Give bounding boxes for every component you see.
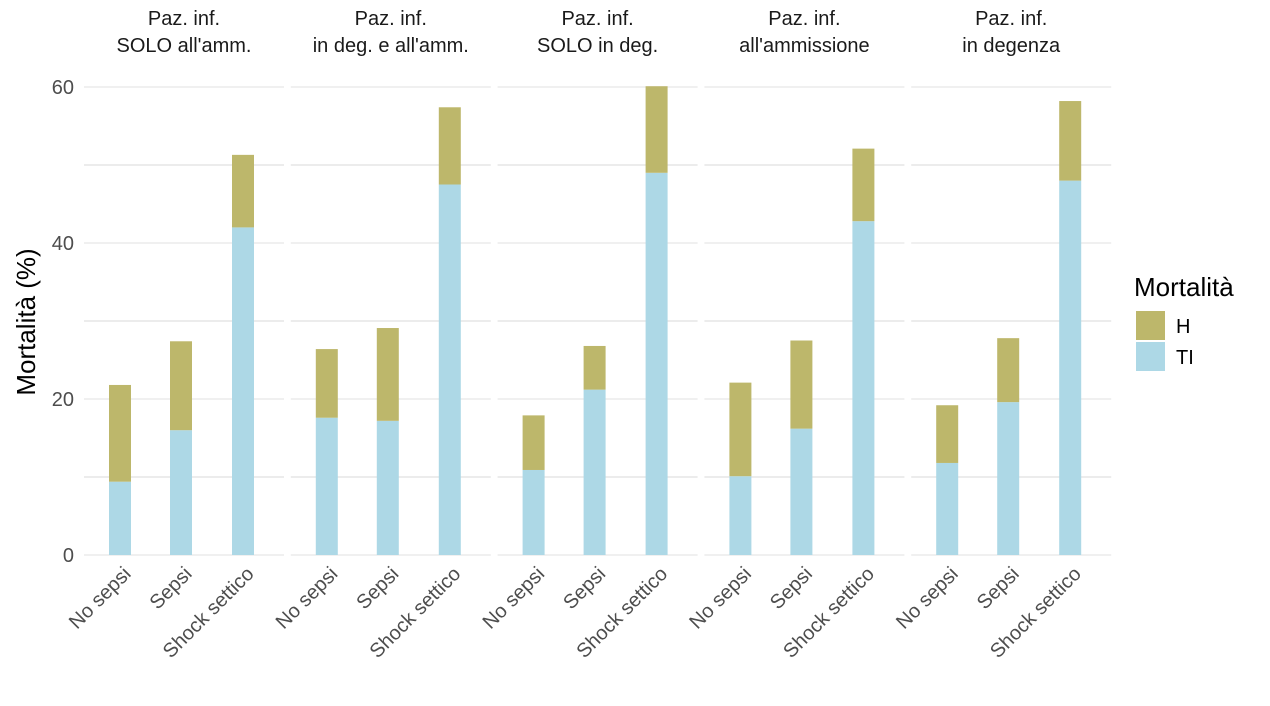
facet-title-line2: all'ammissione	[739, 35, 870, 57]
bar-segment-h	[645, 86, 668, 173]
x-tick-label: Sepsi	[973, 563, 1024, 614]
x-tick-label: Sepsi	[766, 563, 817, 614]
x-tick-label: Sepsi	[559, 563, 610, 614]
y-tick-label: 0	[63, 545, 74, 567]
facet-panel: Paz. inf.SOLO in deg.No sepsi SepsiShock …	[479, 8, 698, 663]
bar-segment-h	[522, 415, 545, 470]
bar-segment-h	[852, 148, 875, 222]
bar-segment-ti	[522, 469, 545, 555]
bar-segment-ti	[109, 481, 131, 555]
facet-title-line2: in degenza	[962, 35, 1061, 57]
bar-segment-h	[170, 341, 192, 431]
x-tick-label: No sepsi	[479, 563, 550, 634]
bar-segment-h	[790, 340, 813, 429]
y-tick-label: 60	[52, 77, 74, 99]
bar-segment-ti	[790, 428, 813, 555]
y-tick-label: 20	[52, 389, 74, 411]
facet-title-line2: SOLO in deg.	[537, 35, 658, 57]
bar-segment-h	[583, 345, 606, 390]
x-tick-label: No sepsi	[685, 563, 756, 634]
facet-panels: Paz. inf.SOLO all'amm.No sepsi SepsiShock…	[65, 8, 1112, 663]
legend-label: TI	[1176, 347, 1194, 369]
bar-segment-h	[438, 107, 461, 185]
bar-segment-h	[997, 338, 1020, 403]
bar-segment-h	[1059, 101, 1082, 181]
bar-segment-h	[232, 154, 254, 228]
facet-title-line1: Paz. inf.	[975, 8, 1047, 30]
legend-label: H	[1176, 316, 1190, 338]
facet-panel: Paz. inf. in deg. e all'amm. No sepsi Sepsi…	[272, 8, 491, 663]
bar-segment-ti	[1059, 180, 1082, 555]
bar-segment-h	[315, 349, 338, 418]
x-tick-label: Sepsi	[352, 563, 403, 614]
bar-segment-h	[936, 405, 959, 463]
bar-segment-h	[109, 384, 131, 482]
bar-segment-ti	[997, 402, 1020, 555]
legend-swatch	[1136, 342, 1165, 371]
bar-segment-ti	[170, 430, 192, 555]
legend-title: Mortalità	[1134, 272, 1234, 302]
bar-segment-ti	[315, 417, 338, 555]
bar-segment-ti	[376, 420, 399, 555]
bar-segment-ti	[232, 227, 254, 555]
facet-title-line1: Paz. inf.	[148, 8, 220, 30]
bar-segment-ti	[852, 221, 875, 555]
bar-segment-h	[729, 382, 752, 477]
y-axis-title: Mortalità (%)	[11, 248, 41, 395]
bar-segment-h	[376, 328, 399, 421]
x-tick-label: No sepsi	[65, 563, 136, 634]
x-tick-label: Sepsi	[146, 563, 197, 614]
x-tick-label: No sepsi	[272, 563, 343, 634]
bar-segment-ti	[729, 476, 752, 555]
facet-title-line1: Paz. inf.	[561, 8, 633, 30]
facet-panel: Paz. inf.SOLO all'amm.No sepsi SepsiShock…	[65, 8, 284, 663]
bar-segment-ti	[645, 172, 668, 556]
facet-title-line1: Paz. inf.	[355, 8, 427, 30]
y-axis: 0 20 40 60	[52, 77, 74, 567]
facet-title-line2: in deg. e all'amm.	[313, 35, 469, 57]
facet-title-line1: Paz. inf.	[768, 8, 840, 30]
bar-segment-ti	[936, 462, 959, 555]
bar-segment-ti	[438, 184, 461, 555]
legend: Mortalità H TI	[1134, 272, 1234, 371]
legend-swatch	[1136, 311, 1165, 340]
x-tick-label: No sepsi	[892, 563, 963, 634]
bar-segment-ti	[583, 389, 606, 555]
y-tick-label: 40	[52, 233, 74, 255]
facet-title-line2: SOLO all'amm.	[117, 35, 252, 57]
